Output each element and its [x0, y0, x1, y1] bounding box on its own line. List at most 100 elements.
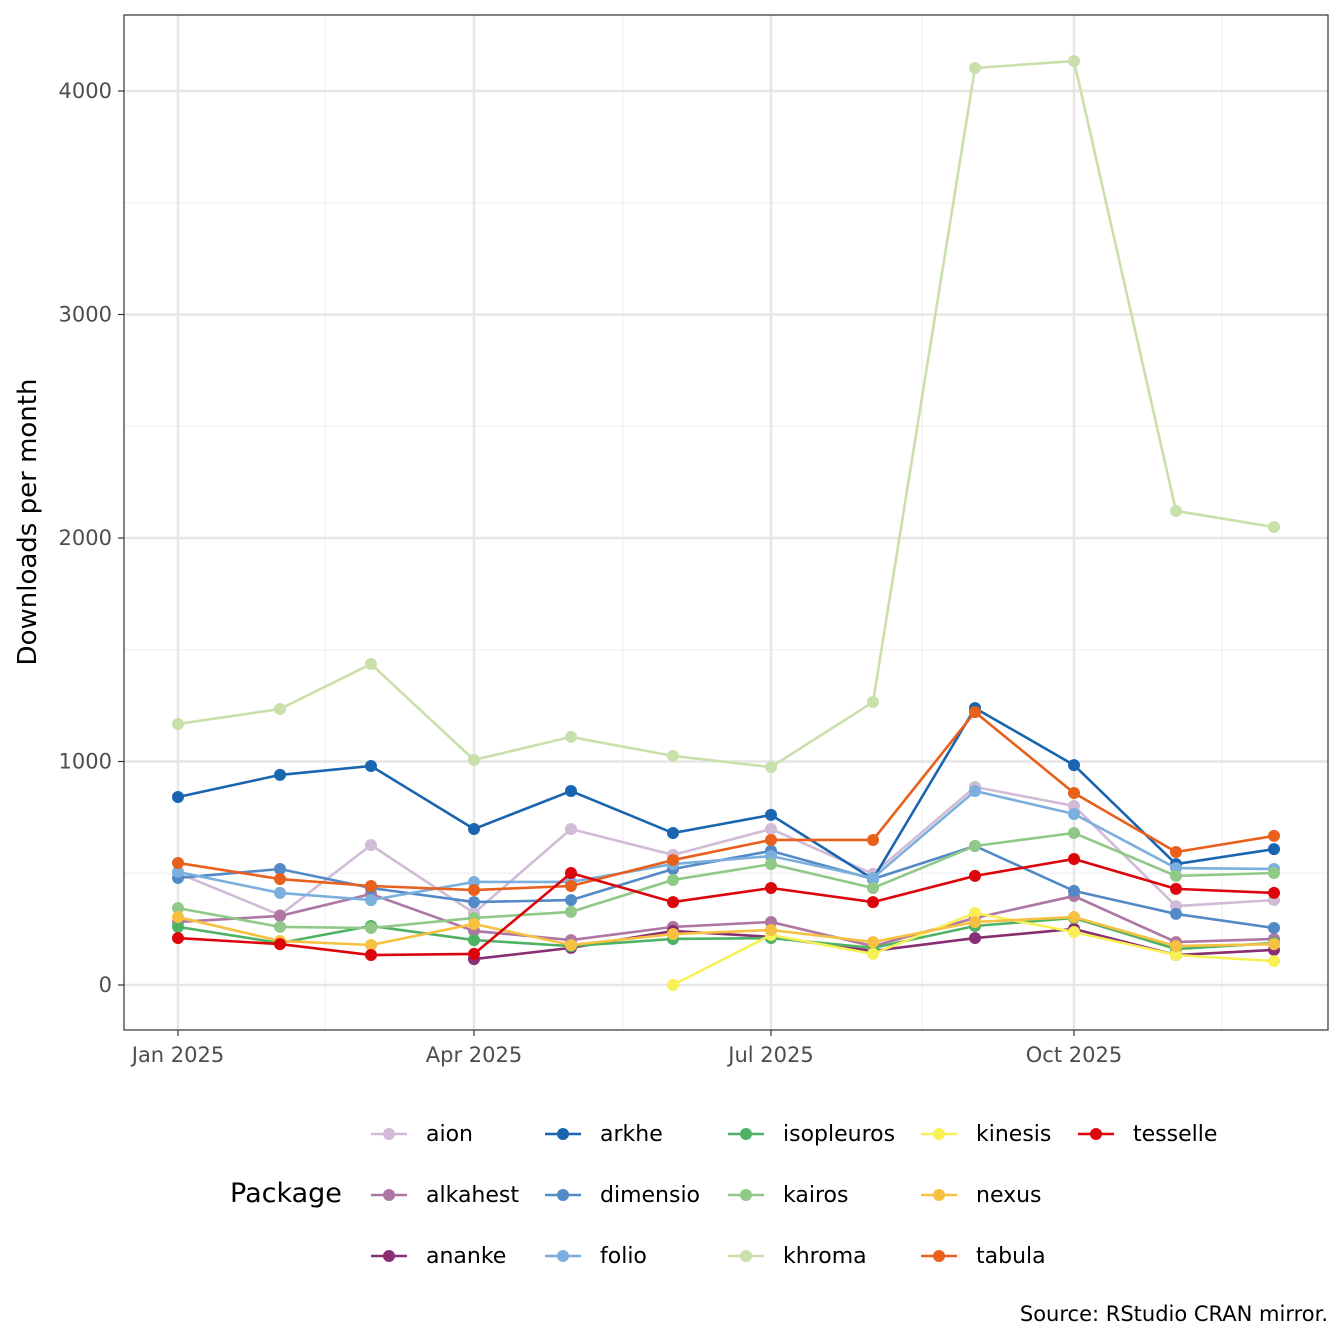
- legend-label: nexus: [976, 1182, 1042, 1208]
- data-point-tesselle: [365, 949, 377, 962]
- data-point-kairos: [765, 858, 777, 871]
- legend-item-tabula: tabula: [920, 1241, 1046, 1271]
- legend-item-kinesis: kinesis: [920, 1119, 1051, 1149]
- data-point-nexus: [969, 915, 981, 928]
- data-point-tabula: [172, 856, 184, 869]
- legend-item-aion: aion: [370, 1119, 473, 1149]
- data-point-alkahest: [274, 909, 286, 922]
- data-point-kairos: [1268, 867, 1280, 880]
- legend-key-icon: [728, 1250, 764, 1262]
- legend-key-icon: [728, 1128, 764, 1140]
- data-point-tabula: [274, 873, 286, 886]
- series-line-tabula: [177, 710, 1275, 892]
- data-point-khroma: [1268, 521, 1280, 534]
- data-point-khroma: [468, 753, 480, 766]
- legend-key-icon: [545, 1128, 581, 1140]
- legend-label: folio: [600, 1243, 647, 1269]
- data-point-kairos: [172, 902, 184, 915]
- data-point-dimensio: [1068, 884, 1080, 897]
- legend-key-icon: [921, 1189, 957, 1201]
- data-point-khroma: [667, 749, 679, 762]
- data-point-tesselle: [765, 882, 777, 895]
- data-point-kinesis: [667, 979, 679, 991]
- data-point-dimensio: [1170, 907, 1182, 920]
- data-point-nexus: [565, 938, 577, 951]
- x-tick-label: Oct 2025: [1026, 1043, 1122, 1067]
- data-point-folio: [274, 886, 286, 899]
- series-line-arkhe: [177, 706, 1275, 881]
- x-tick-label: Jan 2025: [130, 1043, 225, 1067]
- data-point-kinesis: [867, 947, 879, 960]
- data-point-aion: [365, 839, 377, 852]
- data-point-arkhe: [365, 759, 377, 772]
- legend-label: ananke: [426, 1243, 507, 1269]
- series-line-khroma: [177, 59, 1275, 769]
- line-chart: 0 1000 2000 3000 4000 Jan 2025 Apr 2025 Jul 202…: [13, 14, 1329, 1067]
- series-line-tesselle: [177, 857, 1275, 957]
- data-point-aion: [565, 822, 577, 835]
- data-point-tesselle: [867, 896, 879, 909]
- data-point-isopleuros: [172, 920, 184, 933]
- series-line-folio: [177, 789, 1275, 902]
- legend-label: aion: [426, 1121, 473, 1147]
- y-axis-label: Downloads per month: [13, 379, 43, 666]
- data-point-dimensio: [274, 863, 286, 876]
- legend-label: tabula: [976, 1243, 1046, 1269]
- data-point-kinesis: [1268, 955, 1280, 968]
- data-point-nexus: [867, 936, 879, 949]
- data-point-tesselle: [565, 867, 577, 880]
- data-point-khroma: [867, 696, 879, 709]
- legend-key-icon: [371, 1189, 407, 1201]
- data-point-tesselle: [172, 932, 184, 945]
- data-point-tesselle: [1268, 886, 1280, 899]
- data-point-tesselle: [1068, 852, 1080, 865]
- data-point-nexus: [765, 924, 777, 937]
- legend-label: dimensio: [600, 1182, 701, 1208]
- series-tabula: [172, 706, 1280, 897]
- legend-key-icon: [921, 1128, 957, 1140]
- data-point-tesselle: [468, 947, 480, 960]
- data-point-tabula: [565, 879, 577, 892]
- data-point-tesselle: [667, 896, 679, 909]
- data-point-arkhe: [172, 791, 184, 804]
- data-point-kinesis: [1068, 926, 1080, 939]
- data-point-nexus: [365, 938, 377, 951]
- series-khroma: [172, 55, 1280, 774]
- legend-item-ananke: ananke: [370, 1241, 506, 1271]
- legend-label: isopleuros: [783, 1121, 896, 1147]
- data-point-nexus: [172, 911, 184, 924]
- data-point-khroma: [765, 761, 777, 774]
- data-point-kairos: [365, 922, 377, 935]
- legend-key-icon: [371, 1250, 407, 1262]
- x-tick-label: Apr 2025: [426, 1043, 522, 1067]
- data-point-tabula: [867, 833, 879, 846]
- legend-item-folio: folio: [544, 1241, 647, 1271]
- legend-label: khroma: [783, 1243, 867, 1269]
- data-point-folio: [969, 785, 981, 798]
- y-tick-label: 4000: [59, 79, 112, 103]
- data-point-nexus: [1170, 940, 1182, 953]
- data-point-dimensio: [468, 896, 480, 909]
- legend-key-icon: [545, 1250, 581, 1262]
- legend-item-kairos: kairos: [727, 1180, 848, 1210]
- data-point-arkhe: [667, 827, 679, 840]
- series-tesselle: [172, 852, 1280, 962]
- legend-key-icon: [545, 1189, 581, 1201]
- legend-label: kinesis: [976, 1121, 1052, 1147]
- data-point-tabula: [1170, 846, 1182, 859]
- legend-label: alkahest: [426, 1182, 519, 1208]
- data-point-arkhe: [1268, 843, 1280, 856]
- series-line-nexus: [177, 915, 1275, 948]
- series-line-kairos: [177, 831, 1275, 930]
- data-point-tesselle: [1170, 882, 1182, 895]
- data-point-tabula: [1068, 787, 1080, 800]
- data-point-tabula: [1268, 829, 1280, 842]
- data-point-nexus: [1268, 938, 1280, 951]
- y-tick-label: 1000: [59, 750, 112, 774]
- data-point-dimensio: [1268, 922, 1280, 935]
- data-point-khroma: [969, 61, 981, 74]
- legend-title: Package: [230, 1178, 342, 1209]
- data-point-kinesis: [969, 907, 981, 920]
- legend-label: tesselle: [1133, 1121, 1218, 1147]
- data-point-kinesis: [1170, 949, 1182, 962]
